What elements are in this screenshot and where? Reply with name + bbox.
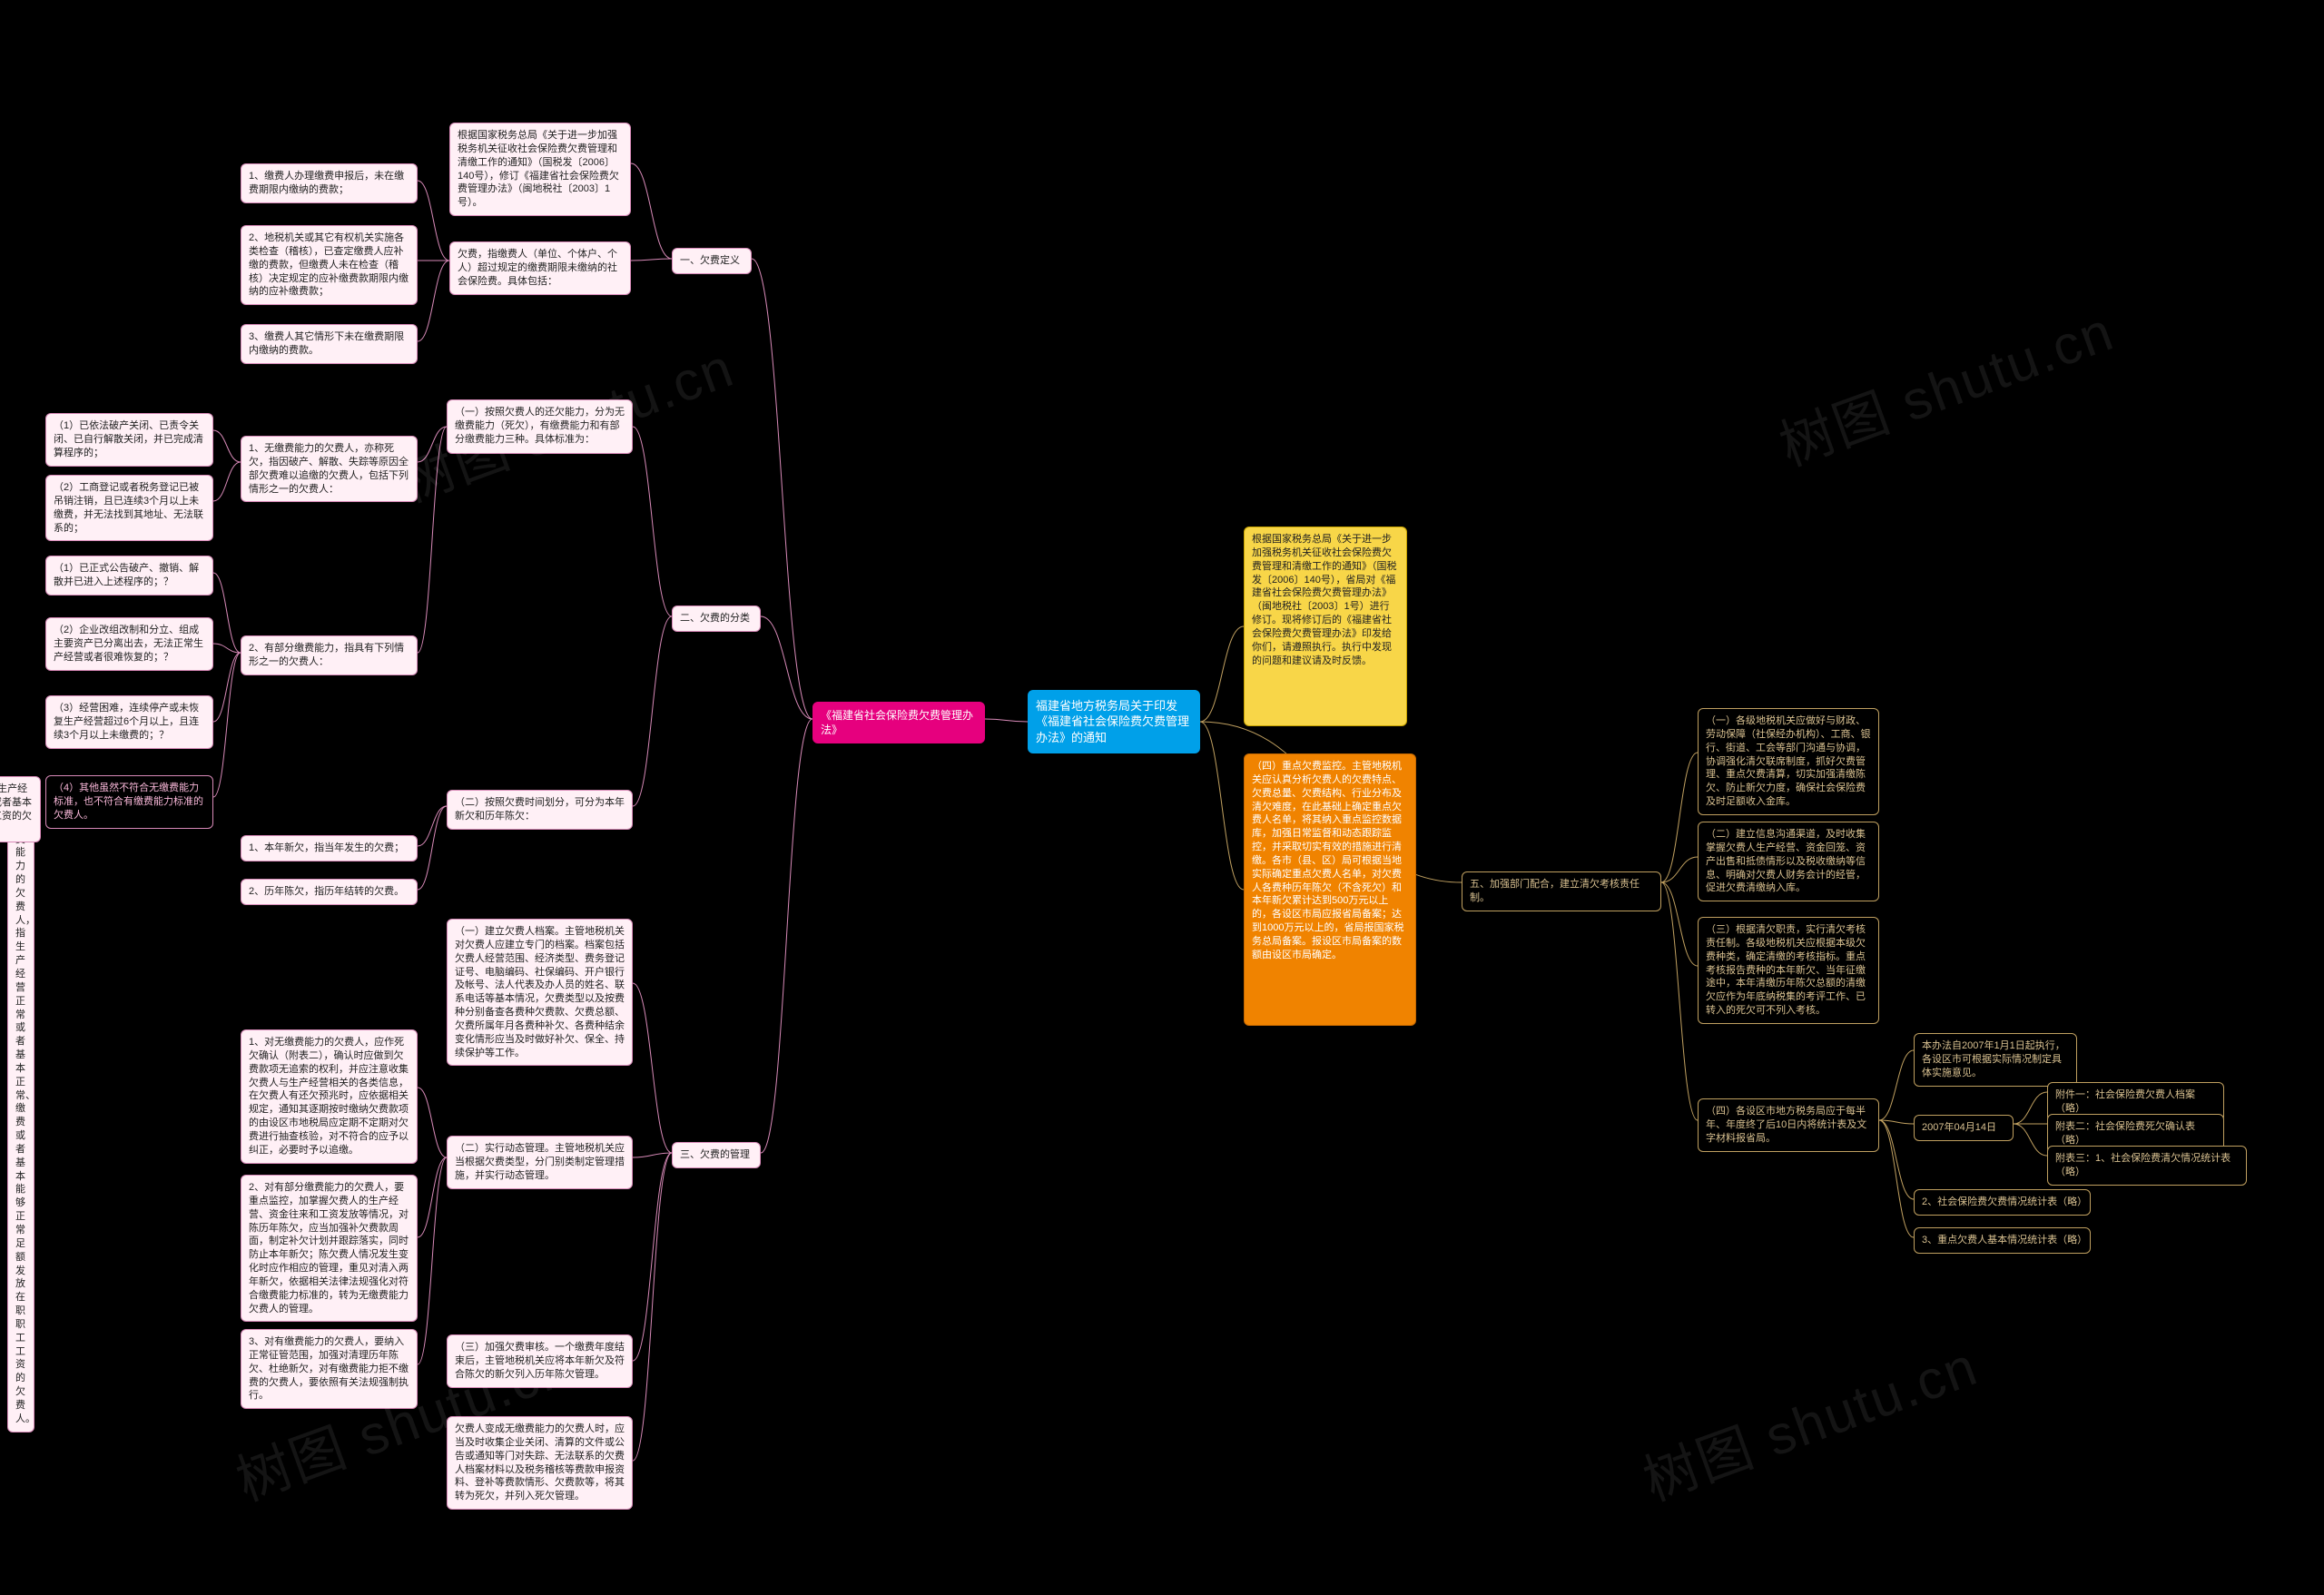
edge xyxy=(633,616,672,806)
node-s3_c: （三）加强欠费审核。一个缴费年度结束后，主管地税机关应将本年新欠及符合陈欠的新欠… xyxy=(447,1334,633,1388)
edge xyxy=(1661,753,1698,882)
edge xyxy=(631,259,672,261)
edge xyxy=(213,430,241,462)
node-focus_orange: （四）重点欠费监控。主管地税机关应认真分析欠费人的欠费特点、欠费总量、欠费结构、… xyxy=(1244,753,1416,1026)
node-s3_b: （二）实行动态管理。主管地税机关应当根据欠费类型，分门别类制定管理措施，并实行动… xyxy=(447,1136,633,1189)
watermark: 树图 shutu.cn xyxy=(1768,288,2123,482)
edge xyxy=(2014,1124,2047,1156)
edge xyxy=(418,806,447,846)
node-extra-a3: 3、有缴费能力的欠费人，指生产经营正常或者基本正常、缴费或者基本能够正常足额发放… xyxy=(0,776,41,842)
node-r5c: （三）根据清欠职责，实行清欠考核责任制。各级地税机关应根据本级欠费种类，确定清缴… xyxy=(1698,917,1879,1024)
edge xyxy=(1879,1120,1914,1237)
node-root: 福建省地方税务局关于印发《福建省社会保险费欠费管理办法》的通知 xyxy=(1028,690,1200,753)
edge xyxy=(418,806,447,890)
edge xyxy=(1879,1050,1914,1120)
node-s3_b1: 1、对无缴费能力的欠费人，应作死欠确认（附表二），确认时应做到欠费款项无追索的权… xyxy=(241,1029,418,1164)
node-s3_b2: 2、对有部分缴费能力的欠费人，要重点监控，加掌握欠费人的生产经营、资金往来和工资… xyxy=(241,1175,418,1322)
node-r5d_a3: 附表三：1、社会保险费清欠情况统计表（略） xyxy=(2047,1146,2247,1186)
edge xyxy=(418,1157,447,1364)
edge xyxy=(1879,1120,1914,1199)
edge xyxy=(213,462,241,501)
edge xyxy=(633,1153,672,1157)
node-sec1: 一、欠费定义 xyxy=(672,248,752,274)
node-sec3: 三、欠费的管理 xyxy=(672,1142,761,1168)
edge xyxy=(1661,857,1698,882)
edge xyxy=(761,719,812,1153)
node-r5d: （四）各设区市地方税务局应于每半年、年度终了后10日内将统计表及文字材料报省局。 xyxy=(1698,1098,1879,1152)
node-r5b: （二）建立信息沟通渠道，及时收集掌握欠费人生产经营、资金回笼、资产出售和抵债情形… xyxy=(1698,822,1879,901)
edge xyxy=(213,653,241,722)
node-s3_b3: 3、对有缴费能力的欠费人，要纳入正常征管范围，加强对清理历年陈欠、杜绝新欠，对有… xyxy=(241,1329,418,1409)
node-law: 《福建省社会保险费欠费管理办法》 xyxy=(812,702,985,743)
edge xyxy=(418,181,449,261)
node-s2_a2: 2、有部分缴费能力，指具有下列情形之一的欠费人： xyxy=(241,635,418,675)
edge xyxy=(213,644,241,653)
edge xyxy=(1661,882,1698,1120)
edge xyxy=(633,427,672,616)
node-r5a: （一）各级地税机关应做好与财政、劳动保障（社保经办机构）、工商、银行、街道、工会… xyxy=(1698,708,1879,815)
node-s2_b: （二）按照欠费时间划分，可分为本年新欠和历年陈欠： xyxy=(447,790,633,830)
node-s3_a: （一）建立欠费人档案。主管地税机关对欠费人应建立专门的档案。档案包括欠费人经营范… xyxy=(447,919,633,1066)
edge xyxy=(418,1088,447,1157)
node-intro_yellow: 根据国家税务总局《关于进一步加强税务机关征收社会保险费欠费管理和清缴工作的通知》… xyxy=(1244,527,1407,726)
node-r5d_b2: 2、社会保险费欠费情况统计表（略） xyxy=(1914,1189,2091,1216)
edge xyxy=(985,719,1028,722)
node-s2_a2d: （4）其他虽然不符合无缴费能力标准，也不符合有缴费能力标准的欠费人。 xyxy=(45,775,213,829)
edge xyxy=(213,573,241,653)
edge xyxy=(418,261,449,341)
node-s1_n2b: 2、地税机关或其它有权机关实施各类检查（稽核），已查定缴费人应补缴的费款，但缴费… xyxy=(241,225,418,305)
node-s2_a: （一）按照欠费人的还欠能力，分为无缴费能力（死欠），有缴费能力和有部分缴费能力三… xyxy=(447,399,633,454)
node-s2_a1: 1、无缴费能力的欠费人，亦称死欠，指因破产、解散、失踪等原因全部欠费难以追缴的欠… xyxy=(241,436,418,502)
edge xyxy=(761,616,812,719)
node-s2_a2c: （3）经营困难，连续停产或未恢复生产经营超过6个月以上，且连续3个月以上未缴费的… xyxy=(45,695,213,749)
node-r5d0: 本办法自2007年1月1日起执行，各设区市可根据实际情况制定具体实施意见。 xyxy=(1914,1033,2077,1087)
edge xyxy=(418,427,447,653)
edge xyxy=(633,1153,672,1361)
node-s2_a2a: （1）已正式公告破产、撤销、解散并已进入上述程序的；？ xyxy=(45,556,213,596)
node-s2_a3: 3、有缴费能力的欠费人，指生产经营正常或者基本正常、缴费或者基本能够正常足额发放… xyxy=(7,786,34,1433)
node-s3_d: 欠费人变成无缴费能力的欠费人时，应当及时收集企业关闭、清算的文件或公告或通知等门… xyxy=(447,1416,633,1510)
edge xyxy=(213,653,241,797)
node-s2_a2b: （2）企业改组改制和分立、组成主要资产已分离出去，无法正常生产经营或者很难恢复的… xyxy=(45,617,213,671)
edge xyxy=(1661,882,1698,966)
node-sec2: 二、欠费的分类 xyxy=(672,606,761,632)
edge xyxy=(418,1157,447,1237)
edge xyxy=(1200,722,1244,890)
node-s1_note2: 欠费，指缴费人（单位、个体户、个人）超过规定的缴费期限未缴纳的社会保险费。具体包… xyxy=(449,241,631,295)
node-s2_b2: 2、历年陈欠，指历年结转的欠费。 xyxy=(241,879,418,905)
node-s1_n2a: 1、缴费人办理缴费申报后，未在缴费期限内缴纳的费款； xyxy=(241,163,418,203)
edge xyxy=(752,259,812,719)
node-s2_a1b: （2）工商登记或者税务登记已被吊销注销，且已连续3个月以上未缴费，并无法找到其地… xyxy=(45,475,213,541)
node-s2_a1a: （1）已依法破产关闭、已责令关闭、已自行解散关闭，并已完成清算程序的； xyxy=(45,413,213,467)
edge xyxy=(633,1153,672,1461)
edge xyxy=(631,163,672,259)
watermark: 树图 shutu.cn xyxy=(1631,1323,1987,1517)
edge xyxy=(418,427,447,462)
node-r5d_b3: 3、重点欠费人基本情况统计表（略） xyxy=(1914,1227,2091,1254)
node-s1_note1: 根据国家税务总局《关于进一步加强税务机关征收社会保险费欠费管理和清缴工作的通知》… xyxy=(449,123,631,216)
edge xyxy=(1879,1120,1914,1124)
edge xyxy=(1200,626,1244,722)
node-s1_n2c: 3、缴费人其它情形下未在缴费期限内缴纳的费款。 xyxy=(241,324,418,364)
node-s2_b1: 1、本年新欠，指当年发生的欠费； xyxy=(241,835,418,861)
node-r5: 五、加强部门配合，建立清欠考核责任制。 xyxy=(1462,871,1661,911)
edge xyxy=(2014,1092,2047,1124)
node-r5d_date: 2007年04月14日 xyxy=(1914,1115,2014,1141)
edge xyxy=(633,983,672,1153)
